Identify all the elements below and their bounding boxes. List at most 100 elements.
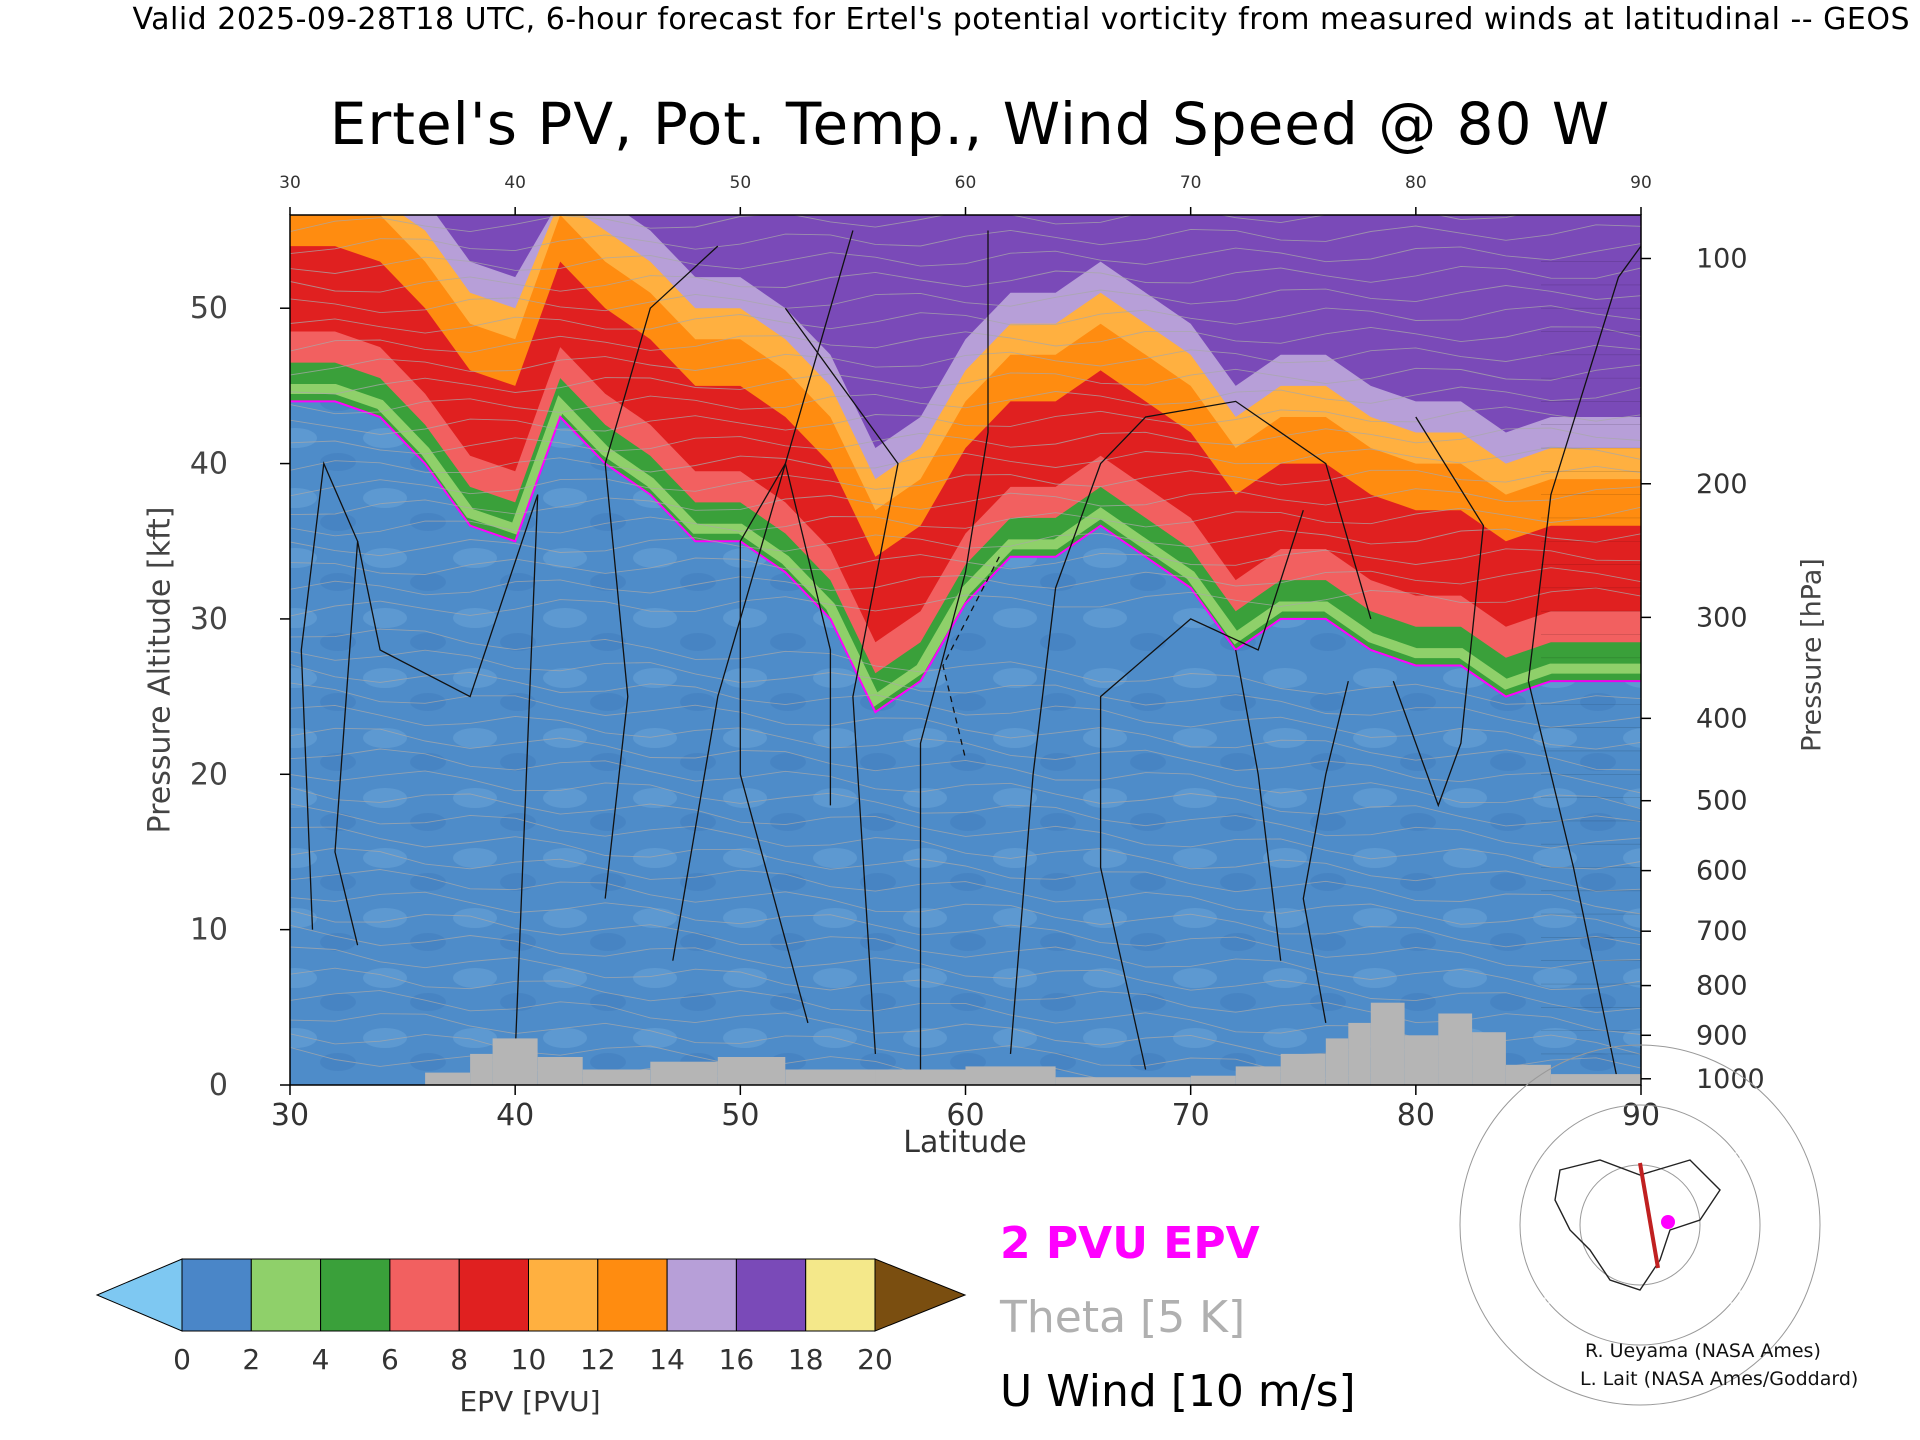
y-tick-label-right: 900 <box>1696 1020 1748 1051</box>
theta-contour <box>290 326 1641 353</box>
theta-contour <box>290 427 1641 455</box>
x-tick-label: 60 <box>946 1098 984 1133</box>
theta-contour <box>290 826 1641 915</box>
terrain-block <box>1235 1066 1281 1085</box>
y-tick-label-right: 200 <box>1696 469 1748 500</box>
colorbar-tick-label: 0 <box>173 1343 191 1376</box>
x-tick-label-top: 40 <box>504 173 526 193</box>
colorbar-tick-label: 14 <box>649 1343 685 1376</box>
terrain-block <box>1404 1035 1439 1085</box>
colorbar-segment <box>181 1258 252 1332</box>
map-marker <box>1661 1215 1675 1229</box>
y-tick-label-right: 400 <box>1696 703 1748 734</box>
chart-title: Ertel's PV, Pot. Temp., Wind Speed @ 80 … <box>329 90 1611 158</box>
x-tick-label-top: 80 <box>1405 173 1427 193</box>
x-tick-label: 70 <box>1172 1098 1210 1133</box>
theta-contour <box>290 285 1641 314</box>
inset-map <box>1459 1044 1821 1406</box>
credit-line-2: L. Lait (NASA Ames/Goddard) <box>1580 1368 1859 1390</box>
u-wind-contour <box>739 461 832 1024</box>
map-graticule <box>1459 1044 1821 1406</box>
colorbar-segment <box>389 1258 460 1332</box>
map-coastline <box>1554 1159 1721 1291</box>
theta-contour <box>290 770 1641 849</box>
x-tick-label: 80 <box>1397 1098 1435 1133</box>
u-wind-contour <box>300 461 359 946</box>
u-wind-contour <box>604 245 719 899</box>
terrain-block <box>717 1057 786 1085</box>
theta-contour <box>290 924 1641 1014</box>
terrain-block <box>425 1072 471 1085</box>
colorbar-tick-label: 8 <box>450 1343 468 1376</box>
forecast-header: Valid 2025-09-28T18 UTC, 6-hour forecast… <box>132 2 1910 37</box>
theta-contour <box>290 506 1641 537</box>
theta-contour <box>290 748 1641 827</box>
colorbar-tick-label: 6 <box>381 1343 399 1376</box>
terrain-block <box>1505 1064 1551 1085</box>
y-tick-label-right: 600 <box>1696 856 1748 887</box>
theta-contour <box>290 891 1641 969</box>
theta-contour <box>290 803 1641 892</box>
theta-contour <box>290 649 1641 728</box>
y-tick-label-left: 20 <box>190 757 228 792</box>
theta-contour <box>290 305 1641 334</box>
colorbar-tick-label: 18 <box>788 1343 824 1376</box>
u-wind-contour <box>1392 416 1485 808</box>
epv-2pvu-contour <box>290 400 1641 714</box>
terrain-block <box>470 1053 493 1085</box>
u-wind-contour <box>1235 649 1282 961</box>
colorbar-segment <box>805 1258 876 1332</box>
y-tick-label-right: 800 <box>1696 971 1748 1002</box>
theta-contour <box>290 386 1641 415</box>
terrain-block <box>1472 1032 1506 1085</box>
y-tick-label-left: 10 <box>190 913 228 948</box>
colorbar-over-arrow <box>874 1258 967 1332</box>
colorbar-tick-label: 10 <box>511 1343 547 1376</box>
theta-contour <box>290 265 1641 293</box>
x-tick-label: 90 <box>1622 1098 1660 1133</box>
colorbar-segment <box>528 1258 599 1332</box>
terrain-block <box>537 1057 583 1085</box>
terrain-block <box>650 1061 718 1085</box>
theta-contour <box>290 869 1641 948</box>
theta-contour <box>290 215 1520 233</box>
terrain-block <box>1325 1038 1349 1085</box>
x-tick-label-top: 70 <box>1180 173 1202 193</box>
epv-band-6 <box>436 215 1641 448</box>
legend-uwind: U Wind [10 m/s] <box>1000 1366 1356 1417</box>
x-tick-label-top: 90 <box>1630 173 1652 193</box>
u-wind-contour <box>1009 400 1372 1054</box>
terrain-block <box>875 1069 966 1085</box>
terrain-block <box>965 1066 1056 1085</box>
map-graticule <box>1579 1164 1701 1286</box>
theta-contour <box>290 628 1641 705</box>
epv-band-edge <box>290 384 1641 708</box>
x-tick-label-top: 30 <box>279 173 301 193</box>
colorbar-segment <box>735 1258 807 1332</box>
y-axis-label-left: Pressure Altitude [kft] <box>142 506 178 834</box>
x-axis-label: Latitude <box>903 1125 1027 1160</box>
terrain-block <box>785 1069 876 1085</box>
colorbar-under-arrow <box>95 1258 183 1332</box>
legend-epv: 2 PVU EPV <box>1000 1218 1260 1269</box>
terrain-block <box>492 1038 538 1085</box>
colorbar-tick-label: 16 <box>719 1343 755 1376</box>
y-tick-label-right: 100 <box>1696 244 1748 275</box>
theta-contour <box>290 682 1641 771</box>
colorbar-segment <box>458 1258 530 1332</box>
theta-contour <box>290 364 1641 395</box>
terrain-block <box>1055 1077 1191 1085</box>
colorbar-segment <box>320 1258 391 1332</box>
u-wind-contour <box>1302 680 1349 1024</box>
colorbar-tick-label: 12 <box>580 1343 616 1376</box>
theta-contour <box>290 786 1641 870</box>
x-tick-label-top: 60 <box>955 173 977 193</box>
y-tick-label-right: 700 <box>1696 916 1748 947</box>
y-tick-label-right: 1000 <box>1696 1064 1765 1095</box>
theta-contour <box>290 567 1641 596</box>
colorbar-segment <box>250 1258 322 1332</box>
colorbar-tick-label: 2 <box>242 1343 260 1376</box>
y-tick-label-left: 40 <box>190 447 228 482</box>
u-wind-contour <box>784 307 899 1054</box>
